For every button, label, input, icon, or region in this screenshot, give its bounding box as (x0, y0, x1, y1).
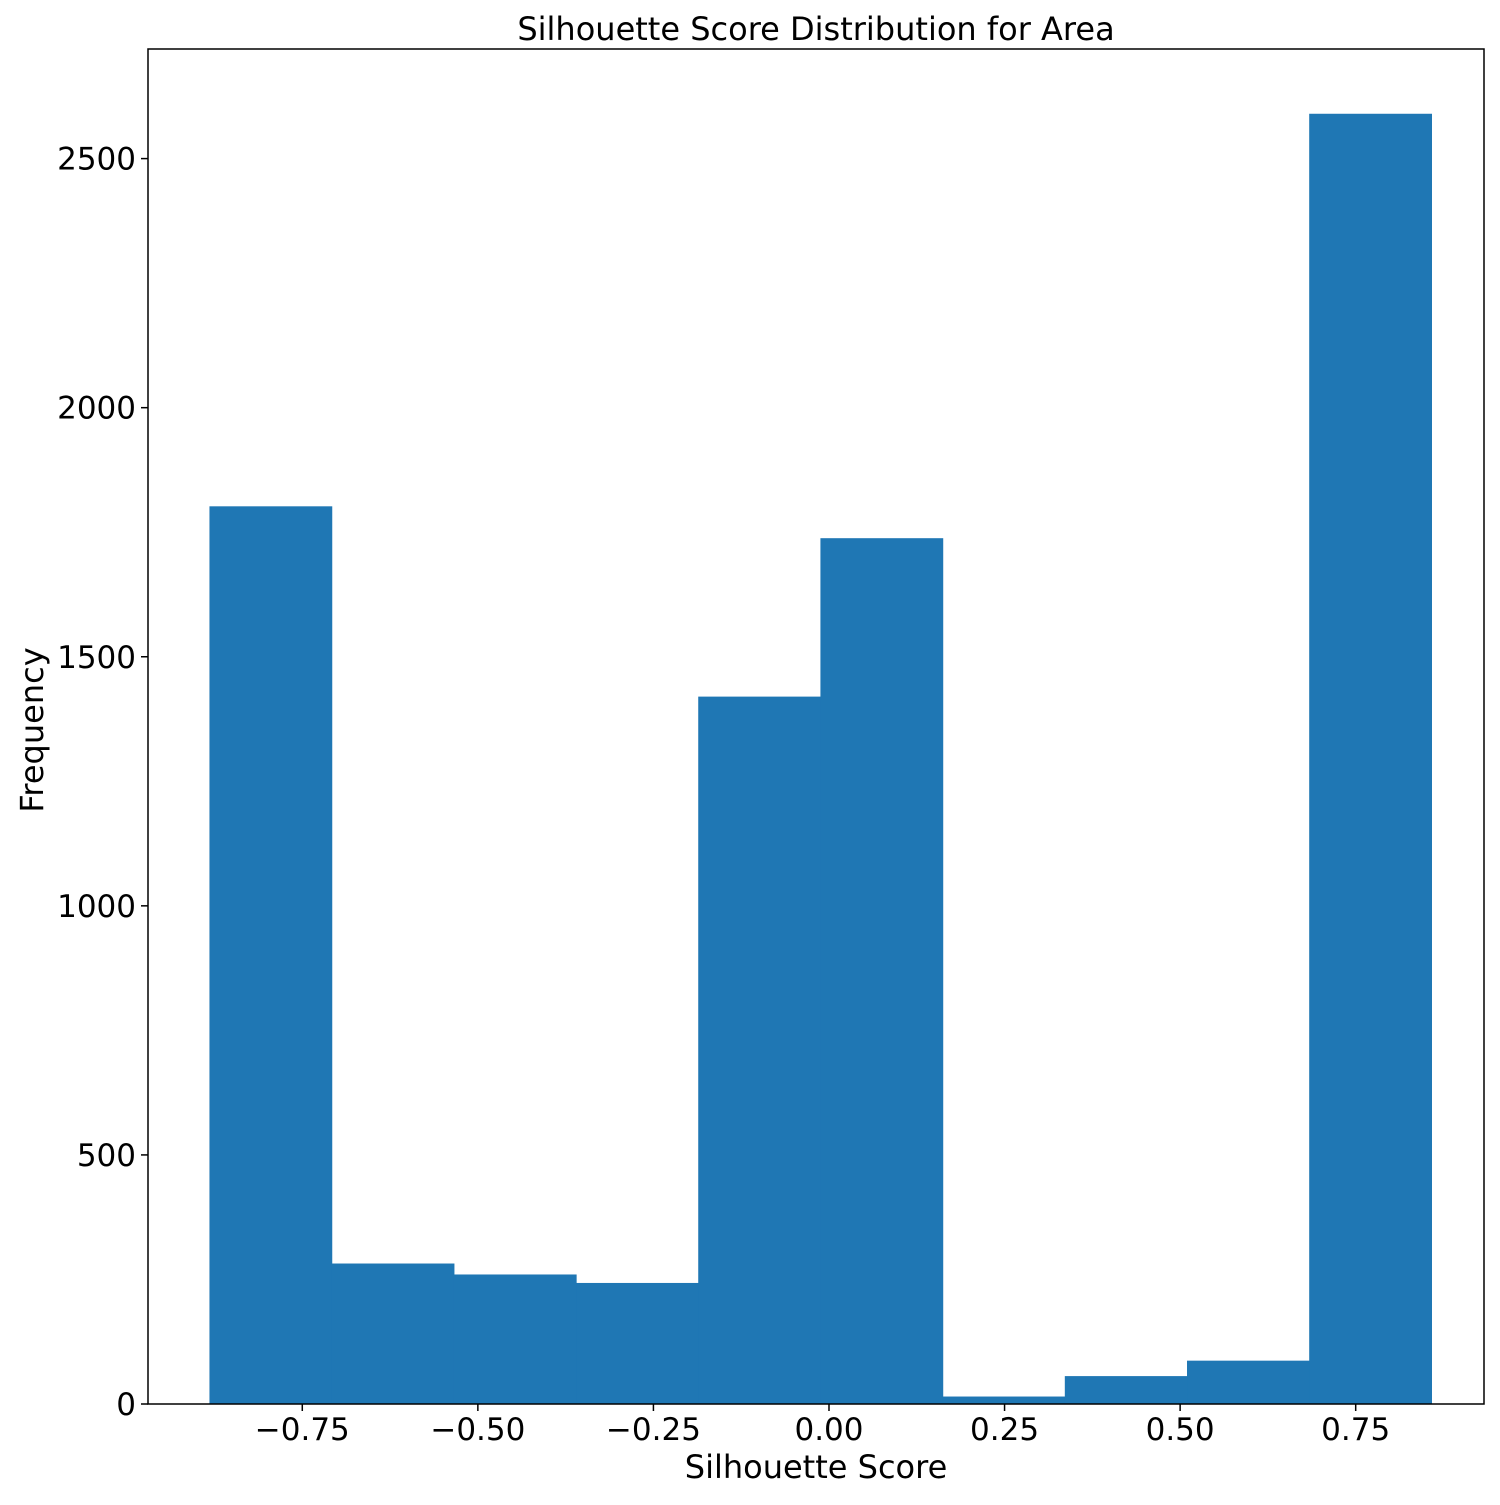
bars-group (209, 113, 1432, 1404)
plot-frame (147, 48, 1485, 1405)
y-tick-label: 1000 (57, 889, 136, 925)
histogram-bar (820, 538, 944, 1404)
x-tick-label: 0.50 (1146, 1412, 1215, 1448)
x-tick-label: 0.75 (1321, 1412, 1390, 1448)
x-axis-ticks: −0.75 −0.50 −0.25 0.00 0.25 0.50 0.75 (255, 1404, 1390, 1448)
histogram-bar (453, 1274, 577, 1404)
x-tick-label: −0.75 (255, 1412, 350, 1448)
histogram-bar (1187, 1360, 1310, 1404)
histogram-bar (942, 1396, 1066, 1404)
histogram-bar (209, 506, 333, 1404)
y-axis-ticks: 0 500 1000 1500 2000 2500 (57, 142, 148, 1423)
y-tick-label: 1500 (57, 640, 136, 676)
histogram-bar (331, 1263, 455, 1404)
y-tick-label: 0 (116, 1387, 136, 1423)
histogram-bar (1064, 1376, 1188, 1404)
chart-title: Silhouette Score Distribution for Area (517, 10, 1114, 48)
x-tick-label: −0.25 (606, 1412, 701, 1448)
y-axis-label: Frequency (13, 647, 51, 812)
y-tick-label: 2500 (57, 142, 136, 178)
x-tick-label: 0.00 (794, 1412, 863, 1448)
x-axis-label: Silhouette Score (685, 1448, 948, 1486)
histogram-bar (1309, 113, 1432, 1404)
x-tick-label: −0.50 (430, 1412, 525, 1448)
histogram-bar (576, 1282, 699, 1404)
histogram-bar (698, 696, 822, 1404)
y-tick-label: 2000 (57, 391, 136, 427)
y-tick-label: 500 (77, 1138, 136, 1174)
x-tick-label: 0.25 (970, 1412, 1039, 1448)
